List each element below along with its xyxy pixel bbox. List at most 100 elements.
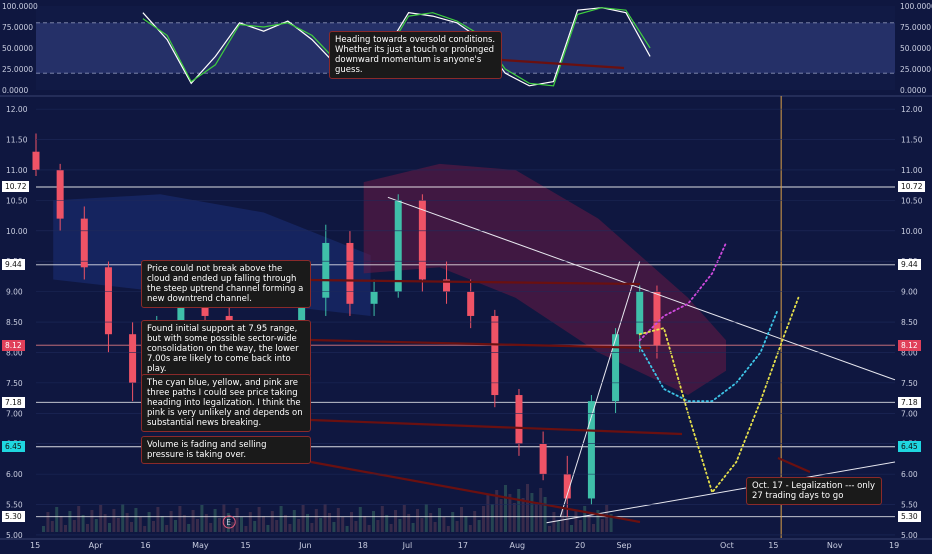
volume-bar bbox=[103, 514, 107, 532]
oscillator-tick-left: 50.0000 bbox=[2, 44, 33, 53]
price-tick-right: 7.50 bbox=[901, 379, 918, 388]
candle-body bbox=[443, 279, 451, 292]
volume-bar bbox=[490, 504, 494, 532]
volume-bar bbox=[174, 520, 177, 532]
volume-bar bbox=[99, 505, 103, 532]
volume-bar bbox=[389, 524, 393, 532]
volume-bar bbox=[592, 524, 595, 532]
volume-bar bbox=[270, 511, 274, 532]
volume-bar bbox=[530, 493, 534, 532]
volume-bar bbox=[218, 518, 221, 532]
volume-bar bbox=[574, 511, 578, 532]
volume-bar bbox=[90, 510, 94, 532]
x-tick-label: 19 bbox=[889, 541, 899, 550]
volume-bar bbox=[46, 512, 50, 532]
callout-pointer bbox=[777, 456, 811, 474]
volume-bar bbox=[367, 525, 371, 532]
candle-body bbox=[322, 242, 330, 298]
volume-bar bbox=[226, 513, 230, 532]
volume-bar bbox=[570, 525, 573, 532]
volume-bar bbox=[222, 504, 226, 532]
candle-body bbox=[32, 151, 40, 170]
volume-bar bbox=[341, 517, 345, 532]
volume-bar bbox=[402, 505, 406, 532]
price-tick-left: 6.00 bbox=[6, 470, 23, 479]
volume-bar bbox=[94, 519, 98, 532]
volume-bar bbox=[130, 522, 133, 532]
x-tick-label: 18 bbox=[358, 541, 368, 550]
volume-bar bbox=[244, 526, 248, 532]
candle-body bbox=[80, 218, 88, 268]
x-tick-label: 15 bbox=[240, 541, 250, 550]
x-tick-label: 16 bbox=[140, 541, 150, 550]
volume-bar bbox=[455, 521, 459, 532]
volume-bar bbox=[429, 513, 433, 532]
x-tick-label: Jun bbox=[298, 541, 312, 550]
volume-bar bbox=[64, 525, 67, 532]
volume-bar bbox=[394, 510, 397, 532]
volume-bar bbox=[182, 515, 186, 532]
candle-body bbox=[539, 443, 547, 475]
volume-bar bbox=[438, 508, 441, 532]
volume-bar bbox=[292, 510, 296, 532]
oscillator-tick-right: 75.0000 bbox=[900, 23, 931, 32]
price-tick-right: 5.50 bbox=[901, 501, 918, 510]
volume-bar bbox=[345, 526, 349, 532]
volume-bar bbox=[332, 522, 336, 532]
price-tick-right: 9.00 bbox=[901, 288, 918, 297]
volume-bar bbox=[108, 523, 111, 532]
oscillator-tick-right: 0.0000 bbox=[900, 86, 926, 95]
price-tag-right: 7.18 bbox=[898, 396, 921, 408]
event-marker bbox=[222, 515, 236, 529]
volume-bar bbox=[187, 524, 191, 532]
x-tick-label: May bbox=[192, 541, 209, 550]
projected-path bbox=[638, 242, 727, 342]
volume-bar bbox=[495, 490, 499, 532]
price-tick-left: 8.00 bbox=[6, 348, 23, 357]
volume-bar bbox=[583, 506, 587, 532]
oscillator-tick-left: 25.0000 bbox=[2, 65, 33, 74]
oscillator-tick-right: 100.0000 bbox=[900, 2, 932, 11]
volume-bar bbox=[178, 506, 182, 532]
candle-body bbox=[298, 297, 306, 341]
callout-pointer bbox=[501, 58, 625, 70]
price-tick-left: 12.00 bbox=[6, 105, 28, 114]
volume-bar bbox=[600, 519, 604, 532]
price-tick-right: 8.50 bbox=[901, 318, 918, 327]
x-tick-label: Apr bbox=[89, 541, 104, 550]
projected-paths bbox=[638, 242, 800, 495]
volume-bar bbox=[125, 513, 129, 532]
price-tick-right: 5.00 bbox=[901, 531, 918, 540]
volume-bar bbox=[169, 511, 173, 532]
price-tick-right: 11.50 bbox=[901, 136, 923, 145]
callout-pointer bbox=[310, 418, 683, 436]
candle-body bbox=[104, 267, 112, 335]
volume-bar bbox=[306, 514, 309, 532]
x-tick-label: Nov bbox=[827, 541, 843, 550]
volume-bar bbox=[134, 508, 138, 532]
volume-bar bbox=[416, 509, 419, 532]
price-tick-right: 11.00 bbox=[901, 166, 923, 175]
volume-bar bbox=[248, 512, 252, 532]
oscillator-tick-right: 25.0000 bbox=[900, 65, 931, 74]
oscillator-callout: Heading towards oversold conditions. Whe… bbox=[329, 31, 502, 80]
volume-bar bbox=[240, 517, 243, 532]
volume-bar bbox=[499, 499, 503, 532]
volume-bar bbox=[147, 512, 151, 532]
volume-bar bbox=[200, 505, 204, 532]
volume-bar bbox=[314, 509, 318, 532]
volume-bar bbox=[213, 509, 217, 532]
volume-bars bbox=[42, 484, 613, 532]
price-tick-left: 11.00 bbox=[6, 166, 28, 175]
volume-bar bbox=[284, 515, 287, 532]
candle-body bbox=[653, 291, 661, 346]
candle-body bbox=[346, 242, 354, 304]
candle-body bbox=[467, 291, 475, 316]
price-tick-left: 7.00 bbox=[6, 409, 23, 418]
candle-body bbox=[418, 200, 426, 280]
price-tag-left: 10.72 bbox=[2, 181, 30, 193]
volume-bar bbox=[482, 506, 485, 532]
volume-bar bbox=[138, 517, 142, 532]
price-tick-right: 7.00 bbox=[901, 409, 918, 418]
legalization-callout: Oct. 17 - Legalization --- only 27 tradi… bbox=[746, 477, 882, 506]
